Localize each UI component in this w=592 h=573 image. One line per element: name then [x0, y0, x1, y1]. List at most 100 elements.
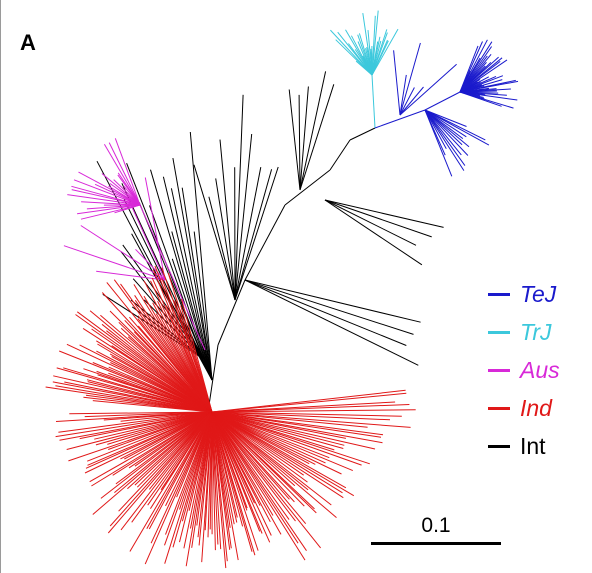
tree-branch-aus: [71, 185, 141, 206]
tree-branch-ind: [211, 411, 335, 451]
tree-branch-int: [298, 94, 301, 191]
tree-branch-trj: [355, 60, 373, 76]
tree-branch-tej: [424, 109, 469, 156]
tree-branch-aus: [139, 204, 206, 351]
tree-branch-aus: [108, 142, 141, 206]
tree-clade-ind: [45, 265, 416, 569]
tree-branch-tej: [424, 109, 467, 127]
tree-branch-tej: [424, 109, 486, 141]
tree-branch-ind: [109, 411, 213, 527]
tree-branch-ind: [58, 411, 213, 433]
tree-branch-int: [149, 205, 213, 381]
tree-branch-ind: [120, 411, 213, 531]
tree-branch-tej: [459, 45, 479, 93]
tree-branch-ind: [211, 411, 362, 466]
tree-clade-tej: [374, 39, 519, 177]
tree-branch-tej: [399, 42, 421, 116]
tree-branch-int: [172, 158, 213, 381]
tree-branch-ind: [82, 327, 213, 413]
tree-branch-trj: [337, 31, 373, 76]
tree-branch-ind: [118, 411, 213, 512]
tree-branch-ind: [211, 411, 228, 562]
tree-branch-aus: [144, 177, 166, 281]
legend-item-int: Int: [488, 430, 588, 468]
tree-branch-int: [349, 127, 376, 141]
tree-branch-ind: [53, 375, 213, 413]
tree-branch-ind: [211, 411, 272, 536]
tree-branch-aus: [71, 189, 141, 206]
tree-branch-ind: [66, 343, 213, 413]
tree-branch-ind: [107, 411, 213, 534]
tree-branch-int: [284, 169, 331, 206]
tree-branch-aus: [114, 138, 141, 206]
tree-branch-tej: [393, 50, 401, 116]
tree-branch-int: [244, 279, 419, 366]
legend-item-ind: Ind: [488, 392, 588, 430]
tree-branch-ind: [211, 411, 353, 472]
tree-branch-int: [217, 279, 246, 346]
tree-branch-ind: [211, 411, 222, 550]
tree-branch-ind: [87, 411, 213, 462]
tree-branch-ind: [211, 411, 342, 475]
tree-branch-ind: [211, 411, 376, 450]
tree-branch-ind: [211, 411, 308, 483]
tree-branch-tej: [399, 74, 407, 116]
tree-branch-tej: [424, 109, 466, 166]
tree-branch-aus: [128, 199, 166, 281]
tree-branch-trj: [330, 29, 373, 76]
scale-bar-line: [371, 542, 501, 545]
tree-branch-tej: [424, 109, 446, 156]
tree-branch-aus: [63, 245, 166, 281]
tree-branch-ind: [59, 350, 213, 413]
tree-branch-ind: [150, 411, 213, 544]
tree-branch-ind: [100, 314, 213, 413]
tree-branch-ind: [84, 411, 213, 474]
tree-branch-tej: [424, 91, 461, 111]
tree-branch-ind: [131, 411, 213, 523]
legend-swatch-trj: [488, 331, 510, 334]
tree-branch-ind: [211, 411, 391, 421]
tree-branch-tej: [424, 109, 490, 146]
tree-branch-int: [244, 279, 421, 323]
tree-branch-ind: [211, 411, 344, 499]
tree-branch-trj: [371, 74, 376, 129]
tree-branch-int: [324, 199, 423, 266]
tree-branch-ind: [79, 411, 213, 440]
tree-branch-tej: [399, 87, 415, 116]
tree-branch-ind: [129, 316, 213, 413]
tree-branch-aus: [77, 204, 141, 215]
tree-clade-trj: [330, 10, 399, 129]
tree-branch-ind: [92, 411, 213, 515]
tree-branch-int: [324, 199, 417, 246]
tree-branch-ind: [100, 411, 213, 499]
tree-branch-ind: [211, 411, 411, 428]
tree-branch-ind: [97, 374, 213, 413]
tree-branch-aus: [80, 204, 141, 220]
tree-branch-int: [126, 163, 213, 381]
tree-branch-aus: [81, 201, 141, 206]
tree-branch-aus: [101, 173, 141, 206]
legend-swatch-ind: [488, 407, 510, 410]
panel-label: A: [20, 30, 36, 55]
tree-branch-ind: [89, 411, 213, 483]
tree-branch-tej: [424, 109, 462, 156]
tree-branch-ind: [211, 411, 295, 503]
tree-branch-ind: [211, 411, 343, 494]
tree-branch-int: [208, 196, 236, 301]
tree-branch-aus: [67, 194, 141, 206]
tree-branch-int: [215, 178, 236, 301]
tree-branch-trj: [371, 15, 376, 76]
tree-branch-ind: [211, 411, 383, 444]
tree-branch-ind: [211, 401, 396, 413]
tree-branch-ind: [211, 411, 368, 428]
tree-branch-int: [288, 89, 301, 191]
tree-branch-int: [244, 279, 414, 335]
tree-branch-int: [207, 344, 219, 413]
tree-branch-int: [150, 169, 213, 381]
tree-branch-int: [324, 199, 432, 238]
tree-branch-ind: [211, 389, 406, 413]
legend-label-trj: TrJ: [520, 319, 552, 345]
tree-branch-ind: [211, 411, 306, 561]
tree-branch-ind: [211, 411, 315, 510]
legend-label-ind: Ind: [520, 395, 552, 421]
